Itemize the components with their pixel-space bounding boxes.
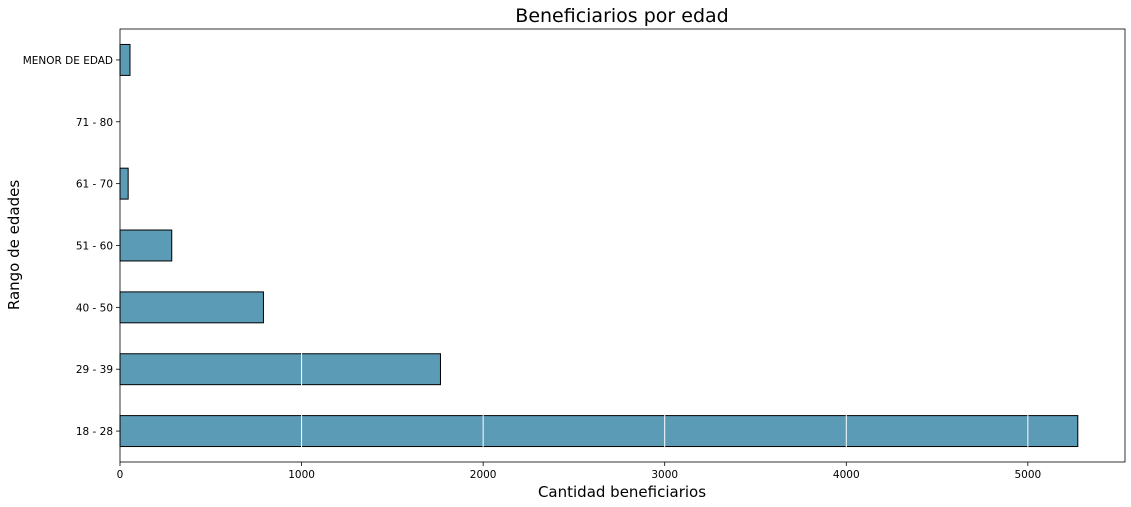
bar-18-28 bbox=[119, 415, 1079, 448]
y-axis-label: Rango de edades bbox=[5, 180, 23, 310]
x-tick-label-3000: 3000 bbox=[651, 469, 678, 481]
y-tick-label-18-28: 18 - 28 bbox=[76, 426, 113, 438]
y-tick-label-61-70: 61 - 70 bbox=[76, 179, 113, 191]
bar-menor-de-edad bbox=[119, 43, 131, 76]
bar-51-60 bbox=[119, 229, 173, 262]
bar-40-50 bbox=[119, 291, 264, 324]
x-tick-label-0: 0 bbox=[117, 469, 124, 481]
plot-area: 0 1000 2000 3000 4000 5000 18 - 28 29 - 39 40 - … bbox=[23, 28, 1126, 481]
x-tick-label-1000: 1000 bbox=[288, 469, 315, 481]
x-tick-label-2000: 2000 bbox=[470, 469, 497, 481]
y-tick-label-29-39: 29 - 39 bbox=[76, 364, 113, 376]
bar-61-70 bbox=[119, 167, 129, 200]
y-tick-label-51-60: 51 - 60 bbox=[76, 241, 113, 253]
y-tick-label-40-50: 40 - 50 bbox=[76, 302, 113, 314]
bar-29-39 bbox=[119, 353, 441, 386]
plot-background bbox=[120, 29, 1125, 462]
chart-title: Beneficiarios por edad bbox=[515, 5, 728, 27]
y-tick-label-menor-de-edad: MENOR DE EDAD bbox=[23, 55, 113, 67]
x-tick-label-4000: 4000 bbox=[833, 469, 860, 481]
y-tick-label-71-80: 71 - 80 bbox=[76, 117, 113, 129]
x-axis-label: Cantidad beneficiarios bbox=[538, 483, 706, 501]
x-tick-label-5000: 5000 bbox=[1014, 469, 1041, 481]
